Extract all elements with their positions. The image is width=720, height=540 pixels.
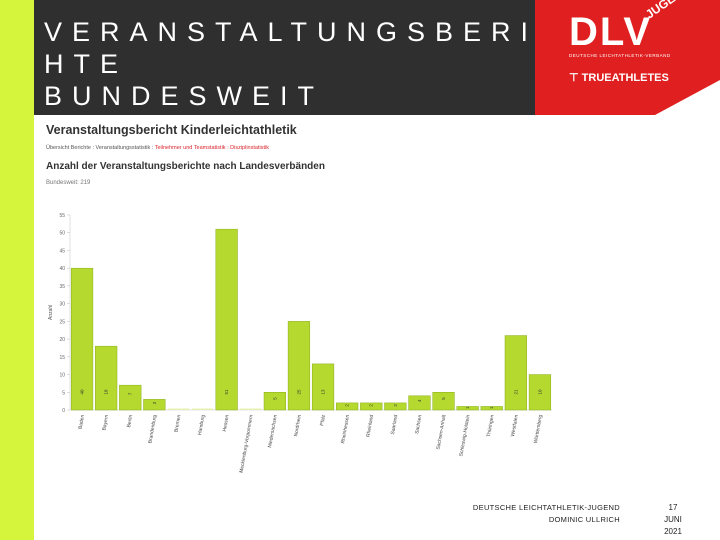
breadcrumb-start[interactable]: Übersicht Berichte : Veranstaltungsstati… (46, 145, 155, 151)
y-tick-label: 45 (59, 248, 65, 254)
x-tick-label: Württemberg (533, 414, 544, 444)
logo-partner: ⊤ TRUEATHLETES (569, 72, 669, 84)
footer-author: DOMINIC ULLRICH (548, 515, 620, 524)
chart-title: Anzahl der Veranstaltungsberichte nach L… (46, 161, 325, 172)
bar (336, 402, 359, 411)
x-tick-label: Pfalz (319, 414, 327, 426)
bar (263, 392, 286, 411)
x-tick-label: Hamburg (197, 414, 207, 436)
title-box (34, 0, 535, 115)
slide-title: VERANSTALTUNGSBERIC HTE BUNDESWEIT (44, 17, 568, 111)
data-label: 13 (321, 389, 326, 395)
x-tick-label: Westfalen (510, 414, 520, 437)
x-tick-label: Baden (78, 414, 86, 429)
x-tick-label: Brandenburg (147, 414, 158, 444)
data-label: 10 (537, 389, 542, 395)
x-tick-label: Saarland (390, 414, 399, 435)
y-tick-label: 0 (62, 408, 65, 414)
bar (408, 395, 431, 411)
bar (480, 406, 503, 411)
bar (143, 399, 166, 411)
x-tick-label: Berlin (126, 414, 134, 428)
x-tick-label: Sachsen-Anhalt (435, 414, 447, 450)
x-tick-label: Sachsen (414, 414, 423, 434)
y-tick-label: 40 (59, 266, 65, 272)
y-tick-label: 25 (59, 319, 65, 325)
x-tick-label: Thüringen (486, 414, 496, 437)
page-info: 17 JUNI 2021 (648, 502, 698, 538)
bar-empty (239, 408, 262, 410)
bar (119, 384, 142, 411)
bar (528, 374, 552, 411)
y-tick-label: 30 (59, 302, 65, 308)
data-label: 21 (513, 389, 518, 395)
data-label: 51 (224, 389, 229, 395)
bar-empty (167, 408, 190, 410)
data-label: 5 (272, 397, 277, 400)
data-label: 1 (465, 406, 470, 409)
x-tick-label: Bremen (173, 414, 182, 432)
data-label: 2 (393, 404, 398, 407)
data-label: 40 (80, 389, 85, 395)
total-count: Bundesweit: 219 (46, 180, 91, 186)
y-tick-label: 50 (59, 231, 65, 237)
bar (384, 402, 407, 411)
logo-tagline: DEUTSCHE LEICHTATHLETIK-VERBAND (569, 53, 671, 58)
data-label: 7 (128, 392, 133, 395)
x-tick-label: Hessen (222, 414, 231, 432)
bar (456, 406, 479, 411)
y-tick-label: 55 (59, 213, 65, 219)
data-label: 2 (345, 404, 350, 407)
data-label: 1 (489, 406, 494, 409)
bar (504, 335, 527, 411)
data-label: 25 (296, 389, 301, 395)
x-tick-label: Mecklenburg-Vorpommern (239, 414, 255, 473)
report-title: Veranstaltungsbericht Kinderleichtathlet… (46, 123, 297, 137)
bar (70, 267, 94, 411)
bar-empty (191, 408, 214, 410)
breadcrumb: Übersicht Berichte : Veranstaltungsstati… (46, 145, 269, 151)
data-label: 3 (152, 401, 157, 404)
data-label: 4 (417, 399, 422, 402)
bar (95, 345, 118, 411)
y-tick-label: 5 (62, 390, 65, 396)
logo-brand: DLV (569, 10, 653, 54)
y-tick-label: 20 (59, 337, 65, 343)
logo-background (535, 0, 720, 115)
dlv-jugend-logo: DLV JUGEND DEUTSCHE LEICHTATHLETIK-VERBA… (535, 0, 720, 115)
bar (360, 402, 383, 411)
x-tick-label: Bayern (101, 414, 110, 431)
x-tick-label: Rheinhessen (340, 414, 351, 444)
data-label: 18 (104, 389, 109, 395)
y-tick-label: 35 (59, 284, 65, 290)
y-tick-label: 10 (59, 373, 65, 379)
footer-org-name: DEUTSCHE LEICHTATHLETIK-JUGEND (472, 503, 620, 512)
breadcrumb-highlight[interactable]: Teilnehmer und Teamstatistik : Disziplin… (154, 145, 269, 151)
page-year: 2021 (664, 527, 682, 536)
x-tick-label: Rheinland (365, 414, 375, 437)
data-label: 2 (369, 404, 374, 407)
bar (215, 228, 238, 411)
page-month: JUNI (664, 515, 682, 524)
bar (287, 321, 311, 411)
footer-org: DEUTSCHE LEICHTATHLETIK-JUGEND DOMINIC U… (473, 502, 620, 526)
data-label: 5 (441, 397, 446, 400)
page-number: 17 (668, 503, 678, 512)
x-tick-label: Nordrhein (293, 414, 303, 437)
x-tick-label: Niedersachsen (267, 414, 279, 448)
bar (311, 363, 335, 411)
bar (432, 392, 455, 411)
trueathletes-icon: ⊤ (569, 72, 579, 84)
x-tick-label: Schleswig-Holstein (458, 414, 471, 457)
y-tick-label: 15 (59, 355, 65, 361)
